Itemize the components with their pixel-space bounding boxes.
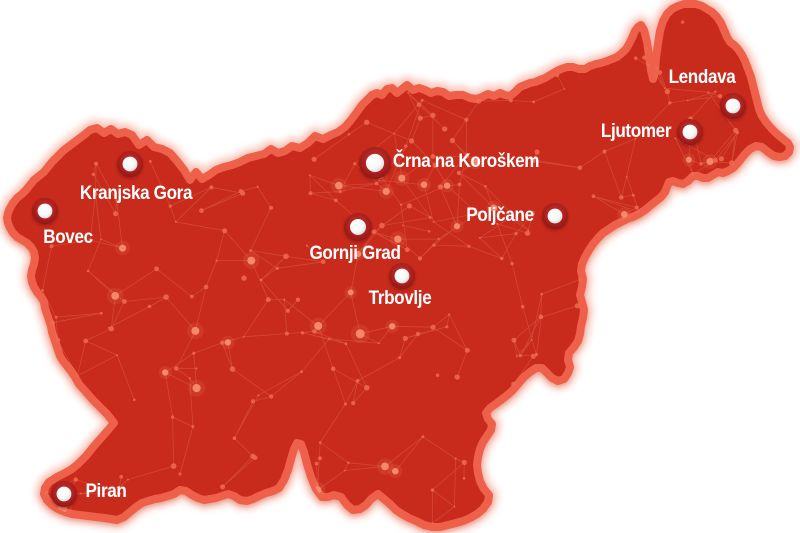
city-marker[interactable] <box>389 263 415 289</box>
city-markers-layer <box>32 93 746 507</box>
marker-dot <box>350 219 366 235</box>
marker-dot <box>394 268 410 284</box>
marker-dot <box>122 156 138 172</box>
marker-dot <box>547 208 563 224</box>
network-lines <box>42 48 738 524</box>
network-pattern <box>41 20 784 525</box>
marker-dot <box>365 153 385 173</box>
city-marker[interactable] <box>677 119 703 145</box>
marker-dot <box>682 124 698 140</box>
marker-dot <box>37 203 53 219</box>
marker-dot <box>56 486 72 502</box>
city-marker[interactable] <box>359 147 391 179</box>
city-marker[interactable] <box>344 213 372 241</box>
city-marker[interactable] <box>542 203 568 229</box>
city-marker[interactable] <box>117 151 143 177</box>
city-marker[interactable] <box>720 93 746 119</box>
marker-dot <box>725 98 741 114</box>
city-marker[interactable] <box>32 198 58 224</box>
city-marker[interactable] <box>51 481 77 507</box>
